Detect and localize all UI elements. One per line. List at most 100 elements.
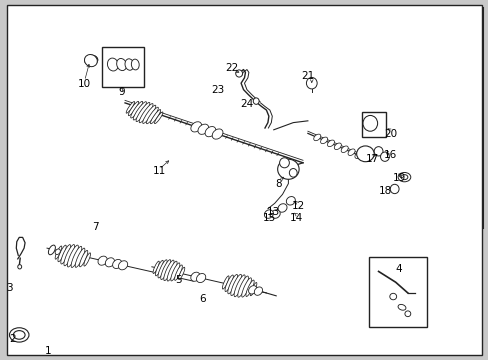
Ellipse shape	[380, 152, 388, 161]
Ellipse shape	[241, 278, 251, 297]
Ellipse shape	[389, 184, 398, 194]
Ellipse shape	[158, 260, 167, 278]
Ellipse shape	[253, 98, 259, 104]
Bar	[102, 47, 143, 87]
Text: 22: 22	[225, 63, 239, 73]
Text: 24: 24	[240, 99, 253, 109]
Ellipse shape	[118, 261, 127, 270]
Ellipse shape	[235, 70, 242, 77]
Ellipse shape	[128, 102, 139, 116]
Text: 9: 9	[118, 87, 124, 97]
Ellipse shape	[190, 272, 200, 281]
Ellipse shape	[224, 275, 233, 292]
Ellipse shape	[277, 159, 299, 179]
Ellipse shape	[80, 251, 87, 267]
Text: 23: 23	[211, 85, 224, 95]
Ellipse shape	[404, 311, 410, 317]
Ellipse shape	[112, 260, 122, 269]
Bar	[76, 8, 483, 228]
Ellipse shape	[71, 246, 81, 267]
Text: 1: 1	[44, 346, 51, 356]
Ellipse shape	[204, 126, 215, 137]
Ellipse shape	[139, 104, 153, 123]
Ellipse shape	[222, 276, 228, 289]
Ellipse shape	[196, 274, 205, 283]
Ellipse shape	[248, 285, 256, 294]
Ellipse shape	[153, 261, 159, 274]
Ellipse shape	[212, 129, 223, 139]
Ellipse shape	[347, 149, 354, 156]
Text: 14: 14	[289, 213, 303, 222]
Ellipse shape	[389, 293, 396, 300]
Ellipse shape	[397, 172, 410, 182]
Ellipse shape	[126, 102, 134, 113]
Ellipse shape	[320, 137, 327, 144]
Ellipse shape	[105, 258, 114, 267]
Ellipse shape	[87, 58, 95, 63]
Ellipse shape	[55, 246, 61, 259]
Ellipse shape	[130, 102, 142, 118]
Ellipse shape	[136, 102, 150, 122]
Ellipse shape	[400, 175, 407, 180]
Ellipse shape	[117, 58, 126, 71]
Ellipse shape	[64, 244, 75, 266]
Ellipse shape	[131, 59, 139, 70]
Ellipse shape	[313, 134, 320, 141]
Ellipse shape	[237, 276, 248, 297]
Text: 4: 4	[395, 264, 402, 274]
Text: 20: 20	[384, 129, 397, 139]
Text: 13: 13	[266, 207, 280, 217]
Text: 21: 21	[301, 71, 314, 81]
Ellipse shape	[107, 58, 118, 71]
Ellipse shape	[84, 54, 97, 67]
Ellipse shape	[75, 248, 85, 267]
Ellipse shape	[373, 147, 382, 156]
Ellipse shape	[227, 274, 237, 294]
Ellipse shape	[146, 107, 158, 124]
Bar	[361, 112, 385, 137]
Text: 6: 6	[198, 294, 205, 304]
Ellipse shape	[356, 146, 373, 162]
Ellipse shape	[170, 263, 180, 281]
Ellipse shape	[133, 102, 146, 120]
Text: 5: 5	[175, 275, 182, 285]
Text: 8: 8	[275, 179, 282, 189]
Ellipse shape	[190, 122, 201, 132]
Ellipse shape	[230, 274, 241, 296]
Text: 11: 11	[152, 166, 165, 176]
Ellipse shape	[327, 140, 334, 147]
Ellipse shape	[234, 275, 244, 297]
Ellipse shape	[67, 245, 78, 267]
Text: 19: 19	[392, 173, 406, 183]
Ellipse shape	[362, 116, 377, 131]
Ellipse shape	[55, 249, 60, 255]
Ellipse shape	[13, 330, 25, 339]
Text: 15: 15	[263, 213, 276, 222]
Ellipse shape	[61, 245, 70, 264]
Ellipse shape	[163, 260, 174, 280]
Ellipse shape	[198, 124, 208, 134]
Ellipse shape	[150, 109, 161, 124]
Ellipse shape	[250, 283, 256, 296]
Ellipse shape	[279, 158, 289, 168]
Ellipse shape	[341, 146, 347, 153]
Ellipse shape	[9, 328, 29, 342]
Ellipse shape	[245, 280, 254, 297]
Ellipse shape	[154, 112, 163, 123]
Ellipse shape	[174, 265, 182, 280]
Text: 3: 3	[6, 283, 13, 293]
Ellipse shape	[84, 253, 90, 266]
Text: 2: 2	[10, 333, 16, 343]
Ellipse shape	[306, 77, 317, 89]
Bar	[368, 257, 427, 327]
Text: 16: 16	[384, 150, 397, 160]
Ellipse shape	[155, 260, 163, 276]
Ellipse shape	[254, 287, 262, 295]
Ellipse shape	[58, 245, 66, 262]
Ellipse shape	[286, 197, 295, 205]
Ellipse shape	[48, 245, 55, 255]
Ellipse shape	[167, 261, 177, 281]
Ellipse shape	[98, 256, 107, 265]
Ellipse shape	[18, 265, 21, 269]
Text: 12: 12	[291, 201, 304, 211]
